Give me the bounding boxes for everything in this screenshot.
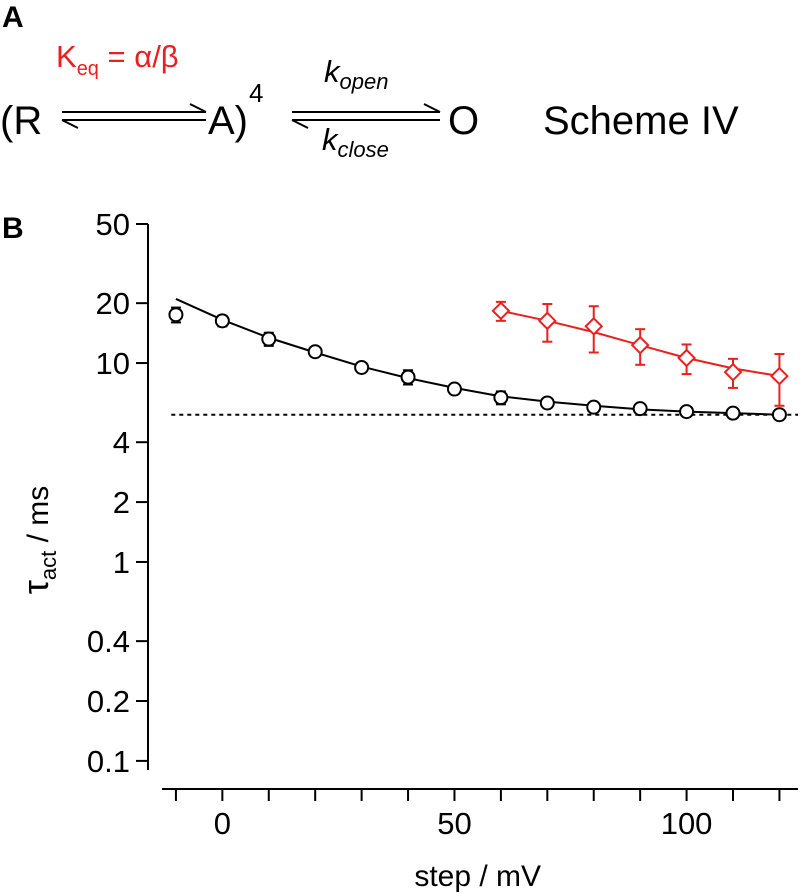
y-tick-label: 0.1 (87, 744, 130, 779)
series-1-point (770, 366, 789, 386)
k-open-label: kopen (324, 54, 388, 94)
keq-symbol: K (56, 39, 77, 74)
series-0-point (725, 405, 741, 421)
series-0-point (632, 401, 648, 417)
y-tick-label: 50 (96, 207, 130, 242)
keq-label: Keq = α/β (56, 39, 179, 80)
y-tick-label: 4 (113, 425, 130, 460)
series-1-point (630, 335, 650, 355)
x-tick-label: 100 (661, 806, 713, 841)
panel-letter-b: B (2, 212, 24, 245)
series-0-point (214, 313, 230, 329)
y-tick-label: 2 (113, 485, 130, 520)
y-tick-label: 20 (96, 286, 130, 321)
keq-subscript: eq (77, 58, 99, 80)
series-0-point (354, 359, 370, 375)
kinetic-scheme-panel: A Keq = α/β (R A) 4 kopen kclose O Schem… (0, 1, 739, 162)
y-tick-label: 10 (96, 346, 130, 381)
keq-ratio: = α/β (99, 39, 179, 74)
series-0-point (168, 307, 184, 323)
scheme-label: Scheme IV (543, 99, 739, 143)
series-0-point (679, 404, 695, 420)
x-tick-label: 50 (437, 806, 471, 841)
series-0-point (307, 344, 323, 360)
tau-act-chart: B 0.1 0.2 0.4 1 2 4 10 20 50 0 50 100 step / mV τact … (2, 207, 798, 893)
series-0-point (446, 381, 462, 397)
x-axis-title: step / mV (414, 860, 541, 893)
chart-plot-area: 0.1 0.2 0.4 1 2 4 10 20 50 0 50 100 step / mV τact / … (15, 207, 798, 893)
series-1-point (723, 362, 743, 382)
y-tick-label: 1 (113, 545, 130, 580)
x-tick-label: 0 (214, 806, 231, 841)
series-0-fit-line (175, 298, 780, 416)
series-1-point (677, 348, 696, 368)
y-tick-label: 0.4 (87, 624, 130, 659)
series-0-point (400, 369, 416, 385)
equilibrium-arrow-ao (291, 103, 441, 129)
series-1-point (584, 316, 604, 336)
state-r-label: (R (0, 99, 42, 143)
state-a-label: A) (208, 99, 248, 143)
y-tick-label: 0.2 (87, 684, 130, 719)
series-0-point (586, 399, 602, 415)
series-1-point (491, 301, 511, 321)
series-1-point (537, 311, 557, 331)
series-0-point (493, 390, 509, 406)
y-axis-title: τact / ms (15, 486, 61, 595)
state-o-label: O (448, 99, 479, 143)
k-close-label: kclose (322, 122, 389, 162)
equilibrium-arrow-ra (61, 103, 207, 129)
panel-letter-a: A (2, 1, 24, 34)
cooperativity-exponent: 4 (249, 78, 263, 108)
series-0-point (539, 395, 555, 411)
series-0-point (261, 331, 277, 347)
series-0-point (771, 407, 787, 423)
